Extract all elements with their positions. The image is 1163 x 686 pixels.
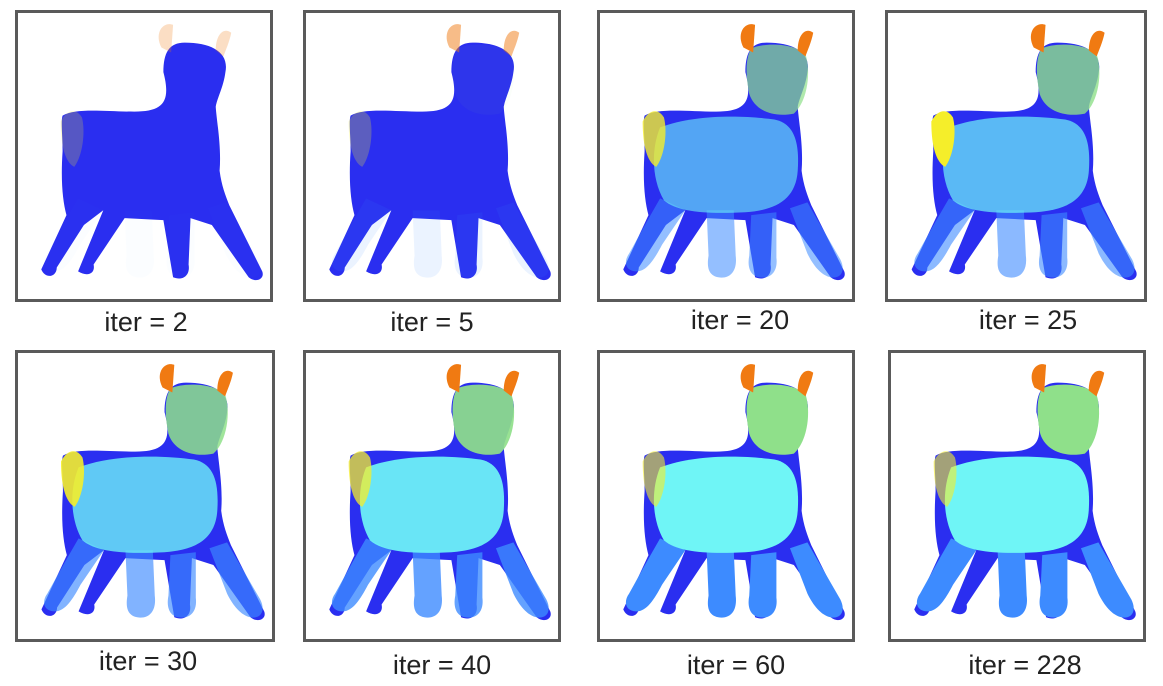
ear-segment	[740, 24, 756, 53]
deer-segmentation-graphic	[914, 364, 1136, 621]
panel-iter-5	[303, 10, 561, 302]
leg-segment	[914, 198, 975, 272]
leg-segment	[706, 550, 736, 618]
leg-segment	[748, 552, 777, 618]
ear-segment	[1030, 24, 1046, 53]
panel-iter-60	[597, 350, 855, 642]
deer-body-region	[329, 42, 551, 281]
ear-segment	[503, 370, 520, 397]
tail-segment	[348, 111, 372, 167]
ear-segment	[1088, 370, 1105, 397]
torso-segment	[359, 456, 505, 553]
leg-segment	[331, 538, 392, 612]
panel-iter-25	[885, 10, 1147, 302]
tail-segment	[60, 451, 85, 507]
caption-iter-228: iter = 228	[968, 650, 1082, 680]
head-segment	[165, 384, 228, 455]
ear-segment	[1088, 30, 1105, 57]
torso-segment	[942, 116, 1090, 213]
tail-segment	[60, 111, 84, 167]
caption-iter-2: iter = 2	[104, 307, 188, 337]
deer-segmentation-graphic	[623, 24, 845, 281]
leg-segment	[1080, 542, 1134, 618]
leg-segment	[412, 550, 442, 618]
leg-segment	[996, 210, 1027, 278]
torso-segment	[72, 456, 218, 553]
leg-segment	[125, 210, 154, 277]
leg-segment	[1039, 552, 1068, 618]
ear-segment	[159, 364, 175, 393]
ear-segment	[215, 30, 232, 57]
leg-segment	[706, 210, 736, 278]
torso-segment	[653, 456, 799, 553]
panel-iter-20	[597, 10, 855, 302]
leg-segment	[1080, 202, 1135, 278]
caption-iter-30: iter = 30	[98, 646, 198, 676]
ear-segment	[740, 364, 756, 393]
ear-segment	[217, 370, 233, 397]
caption-iter-40: iter = 40	[392, 650, 492, 680]
ear-segment	[503, 30, 520, 57]
leg-segment	[748, 212, 777, 278]
leg-segment	[454, 212, 483, 278]
tail-segment	[642, 111, 666, 167]
leg-segment	[625, 198, 686, 272]
leg-segment	[789, 202, 843, 278]
ear-segment	[158, 24, 174, 53]
torso-segment	[653, 116, 799, 213]
caption-iter-20: iter = 20	[690, 305, 790, 335]
leg-segment	[331, 198, 392, 272]
head-segment	[452, 384, 515, 455]
tail-segment	[933, 451, 957, 507]
caption-iter-5: iter = 5	[390, 307, 474, 337]
leg-segment	[208, 202, 261, 277]
caption-iter-60: iter = 60	[686, 650, 786, 680]
tail-segment	[348, 451, 372, 507]
leg-segment	[125, 550, 156, 618]
panel-iter-40	[303, 350, 561, 642]
tail-segment	[642, 451, 666, 507]
head-segment	[746, 44, 809, 115]
leg-segment	[167, 552, 197, 618]
leg-segment	[454, 552, 483, 618]
tail-segment	[931, 111, 955, 167]
panel-iter-2	[15, 10, 273, 302]
head-segment	[452, 44, 515, 115]
leg-segment	[167, 212, 195, 277]
leg-segment	[209, 542, 263, 618]
deer-segmentation-graphic	[623, 364, 845, 621]
head-segment	[746, 384, 809, 455]
deer-segmentation-graphic	[41, 364, 265, 621]
leg-segment	[625, 538, 686, 612]
leg-segment	[789, 542, 843, 618]
leg-segment	[495, 542, 549, 618]
torso-segment	[944, 456, 1090, 553]
deer-segmentation-graphic	[329, 364, 551, 621]
panel-iter-228	[888, 350, 1146, 642]
deer-segmentation-graphic	[329, 24, 551, 281]
leg-segment	[997, 550, 1027, 618]
ear-segment	[797, 370, 814, 397]
ear-segment	[446, 24, 462, 53]
deer-body-region	[41, 42, 263, 281]
panel-iter-30	[15, 350, 275, 642]
leg-segment	[916, 538, 977, 612]
ear-segment	[1031, 364, 1047, 393]
ear-segment	[446, 364, 462, 393]
leg-segment	[412, 210, 442, 278]
caption-iter-25: iter = 25	[978, 305, 1078, 335]
head-segment	[1037, 384, 1100, 455]
ear-segment	[797, 30, 814, 57]
deer-segmentation-graphic	[41, 24, 263, 281]
head-segment	[1036, 44, 1100, 115]
leg-segment	[44, 538, 104, 612]
deer-segmentation-graphic	[911, 24, 1137, 281]
leg-segment	[1038, 212, 1068, 278]
leg-segment	[495, 202, 549, 278]
